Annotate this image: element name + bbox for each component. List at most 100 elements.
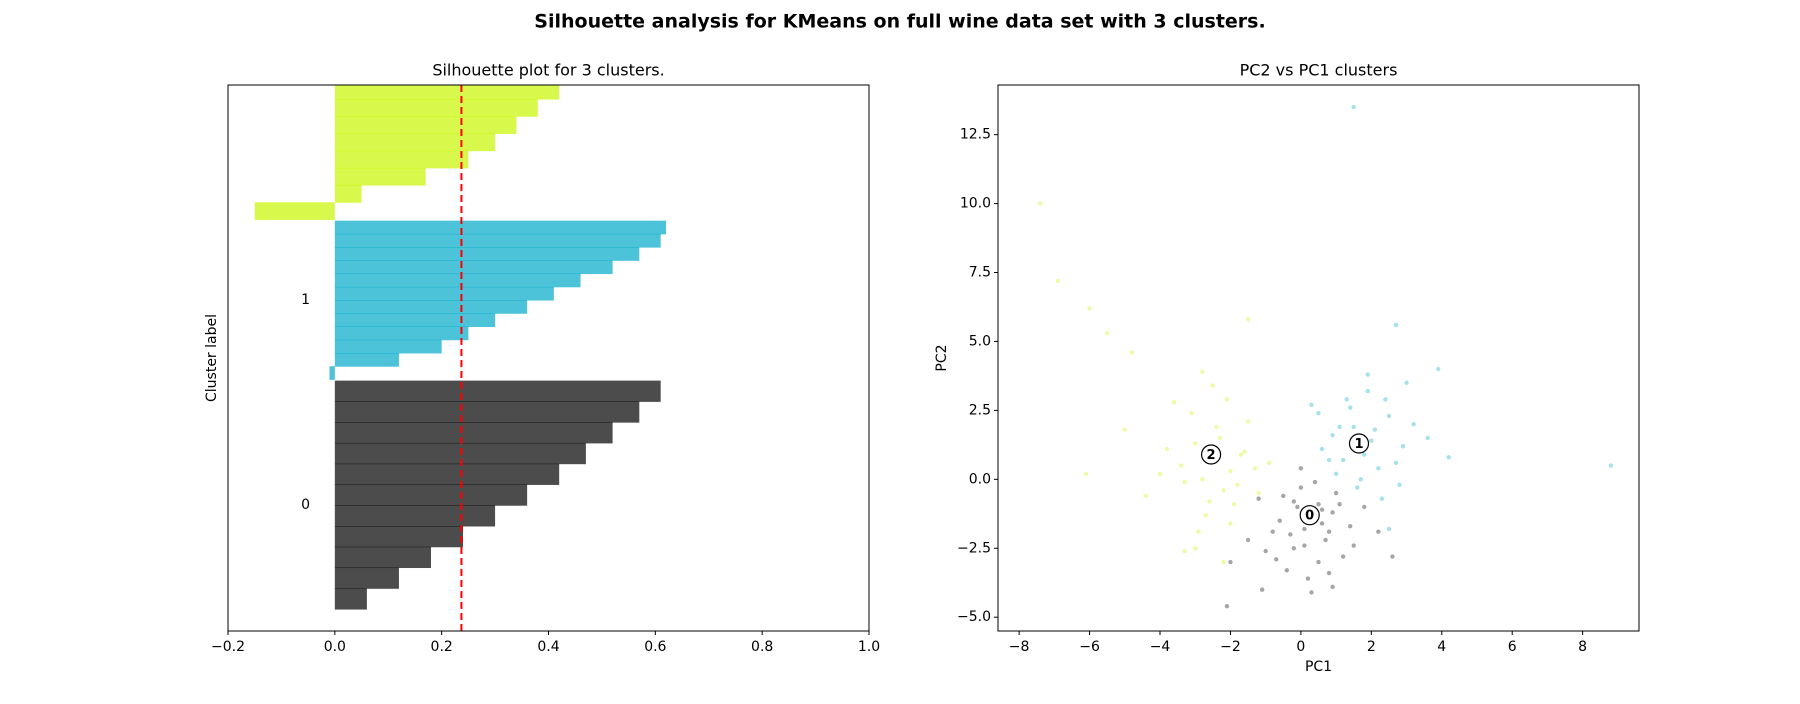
scatter-point [1351,104,1356,110]
center-label: 1 [1354,437,1363,452]
silhouette-bar [334,401,640,423]
center-label: 2 [1207,448,1216,463]
cluster-center [1348,433,1370,454]
x-axis-label: PC1 [1305,659,1332,675]
scatter-point [1231,501,1237,507]
scatter-point [1369,438,1374,443]
y-tick-label: 2.5 [969,402,991,418]
scatter-point [1235,482,1240,488]
scatter-point [1284,568,1290,573]
silhouette-bar [334,233,661,248]
y-tick-label: 0.0 [969,471,991,487]
scatter-point [1340,457,1346,463]
figure-title: Silhouette analysis for KMeans on full w… [534,11,1265,33]
silhouette-bar [334,247,640,261]
scatter-point [1164,446,1170,452]
scatter-point [1347,524,1353,529]
scatter-point [1404,380,1409,386]
silhouette-bar [334,185,362,203]
scatter-point [1182,548,1187,554]
x-tick-label: 6 [1508,639,1517,655]
silhouette-bar [334,505,496,527]
scatter-point [1340,554,1346,559]
silhouette-bar [334,99,538,117]
scatter-point [1245,317,1251,322]
scatter-point [1298,485,1304,490]
cluster-center [1299,505,1320,526]
scatter-point [1337,501,1342,507]
cluster-label: 0 [301,497,310,513]
x-tick-label: −8 [1009,639,1030,655]
scatter-point [1376,529,1381,534]
silhouette-bar [334,442,586,465]
scatter-point [1277,518,1282,523]
scatter-point [1309,402,1314,408]
scatter-point [1326,457,1332,463]
scatter-point [1386,413,1392,419]
cluster-silhouette [254,30,613,220]
scatter-point [1365,372,1371,377]
scatter-point [1224,397,1230,402]
silhouette-bar [334,116,517,134]
silhouette-bar [334,260,613,275]
silhouette-bar [335,30,613,48]
silhouette-bar [334,313,496,328]
scatter-point [1397,482,1402,488]
silhouette-bar [334,588,367,610]
y-tick-label: 10.0 [960,196,991,212]
scatter-point [1319,507,1325,512]
scatter-point [1087,306,1092,311]
scatter-point [1228,468,1233,474]
silhouette-bar [334,546,431,569]
silhouette-bar [334,463,560,485]
scatter-point [1446,455,1452,460]
scatter-point [1143,493,1149,499]
scatter-point [1312,479,1318,485]
scatter-point [1238,452,1244,457]
scatter-point [1302,526,1307,532]
scatter-point [1305,576,1311,581]
scatter-point [1193,441,1198,446]
silhouette-bar [334,326,469,341]
scatter-point [1270,529,1275,534]
x-tick-label: 0.2 [431,639,453,655]
scatter-point [1330,433,1335,438]
scatter-point [1266,460,1272,465]
scatter-point [1281,493,1286,499]
scatter-point [1221,559,1226,565]
cluster-silhouette [329,220,667,380]
scatter-point [1326,529,1332,534]
silhouette-bar [334,85,560,100]
silhouette-bar [334,352,399,367]
scatter-point [1055,278,1061,283]
y-tick-label: −5.0 [957,609,991,625]
scatter-point [1379,496,1385,501]
scatter-point [1221,488,1226,493]
scatter-point [1228,559,1233,565]
center-label: 0 [1305,509,1314,524]
cluster-center [1200,444,1222,465]
scatter-point [1411,421,1416,427]
x-tick-label: −4 [1150,639,1171,655]
silhouette-bar [334,339,442,354]
axes-title: PC2 vs PC1 clusters [1240,61,1398,80]
scatter-point [1129,350,1135,355]
scatter-point [1256,496,1261,501]
x-tick-label: 8 [1578,639,1587,655]
silhouette-bar [254,202,335,220]
silhouette-bar [334,484,528,506]
scatter-point [1214,424,1219,430]
scatter-point [1376,466,1381,471]
silhouette-bar [334,300,528,314]
y-axis-label: Cluster label [204,314,220,402]
scatter-point [1295,504,1300,510]
scatter-point [1104,330,1110,336]
scatter-point [1425,435,1430,441]
axes-title: Silhouette plot for 3 clusters. [432,61,664,80]
scatter-point [1203,512,1208,518]
scatter-point [1302,543,1307,548]
scatter-point [1351,424,1356,430]
scatter-point [1323,537,1328,543]
